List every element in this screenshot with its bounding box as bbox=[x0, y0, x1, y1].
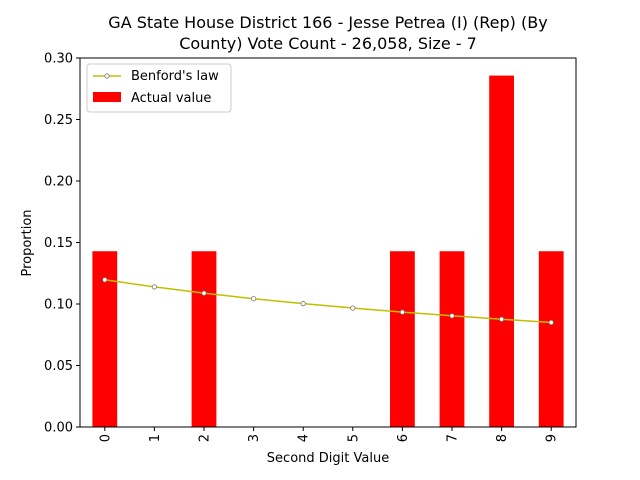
benford-point-0 bbox=[102, 277, 108, 283]
x-tick-label: 4 bbox=[297, 434, 312, 442]
y-axis-label: Proportion bbox=[20, 209, 35, 276]
y-tick-label: 0.20 bbox=[44, 175, 73, 190]
y-tick-label: 0.10 bbox=[44, 298, 73, 313]
benford-point-6 bbox=[399, 309, 405, 315]
benford-point-5 bbox=[350, 305, 356, 311]
y-tick-label: 0.30 bbox=[44, 52, 73, 67]
benford-point-3 bbox=[251, 296, 257, 302]
benford-point-7 bbox=[449, 313, 455, 319]
y-tick-label: 0.15 bbox=[44, 236, 73, 251]
x-axis-label: Second Digit Value bbox=[267, 451, 389, 466]
legend-benford-label: Benford's law bbox=[131, 69, 219, 84]
y-tick-label: 0.25 bbox=[44, 113, 73, 128]
x-tick-label: 7 bbox=[446, 434, 461, 442]
bar-2 bbox=[191, 251, 217, 427]
x-tick-label: 1 bbox=[148, 434, 163, 442]
benford-line bbox=[104, 279, 552, 324]
benford-point-2 bbox=[201, 290, 207, 296]
y-tick-label: 0.05 bbox=[44, 359, 73, 374]
x-tick-label: 2 bbox=[198, 434, 213, 442]
x-tick-label: 8 bbox=[495, 434, 510, 442]
legend-actual-swatch bbox=[93, 92, 121, 102]
bar-6 bbox=[390, 251, 415, 427]
bar-9 bbox=[538, 251, 564, 427]
legend: Benford's law Actual value bbox=[86, 63, 232, 113]
legend-benford-marker bbox=[104, 73, 110, 79]
x-tick-label: 5 bbox=[346, 434, 361, 442]
benford-point-9 bbox=[548, 319, 554, 326]
y-tick-label: 0.00 bbox=[44, 421, 73, 436]
x-tick-label: 6 bbox=[396, 434, 411, 442]
legend-box bbox=[86, 63, 232, 113]
legend-actual-label: Actual value bbox=[131, 91, 211, 106]
bar-8 bbox=[489, 75, 514, 428]
chart-title-line2: County) Vote Count - 26,058, Size - 7 bbox=[179, 34, 477, 53]
x-tick-label: 3 bbox=[247, 434, 262, 442]
benford-point-1 bbox=[151, 284, 157, 290]
plot-area: 0.00 0.05 0.10 0.15 0.20 0.25 0.30 0 1 2 3 4 5 6 7 8 9 bbox=[44, 52, 577, 442]
x-tick-label: 9 bbox=[545, 434, 560, 442]
chart-title-line1: GA State House District 166 - Jesse Petr… bbox=[108, 13, 547, 32]
benford-point-4 bbox=[300, 301, 306, 307]
x-tick-label: 0 bbox=[98, 434, 113, 442]
bar-7 bbox=[439, 251, 465, 427]
benford-point-8 bbox=[498, 316, 505, 322]
